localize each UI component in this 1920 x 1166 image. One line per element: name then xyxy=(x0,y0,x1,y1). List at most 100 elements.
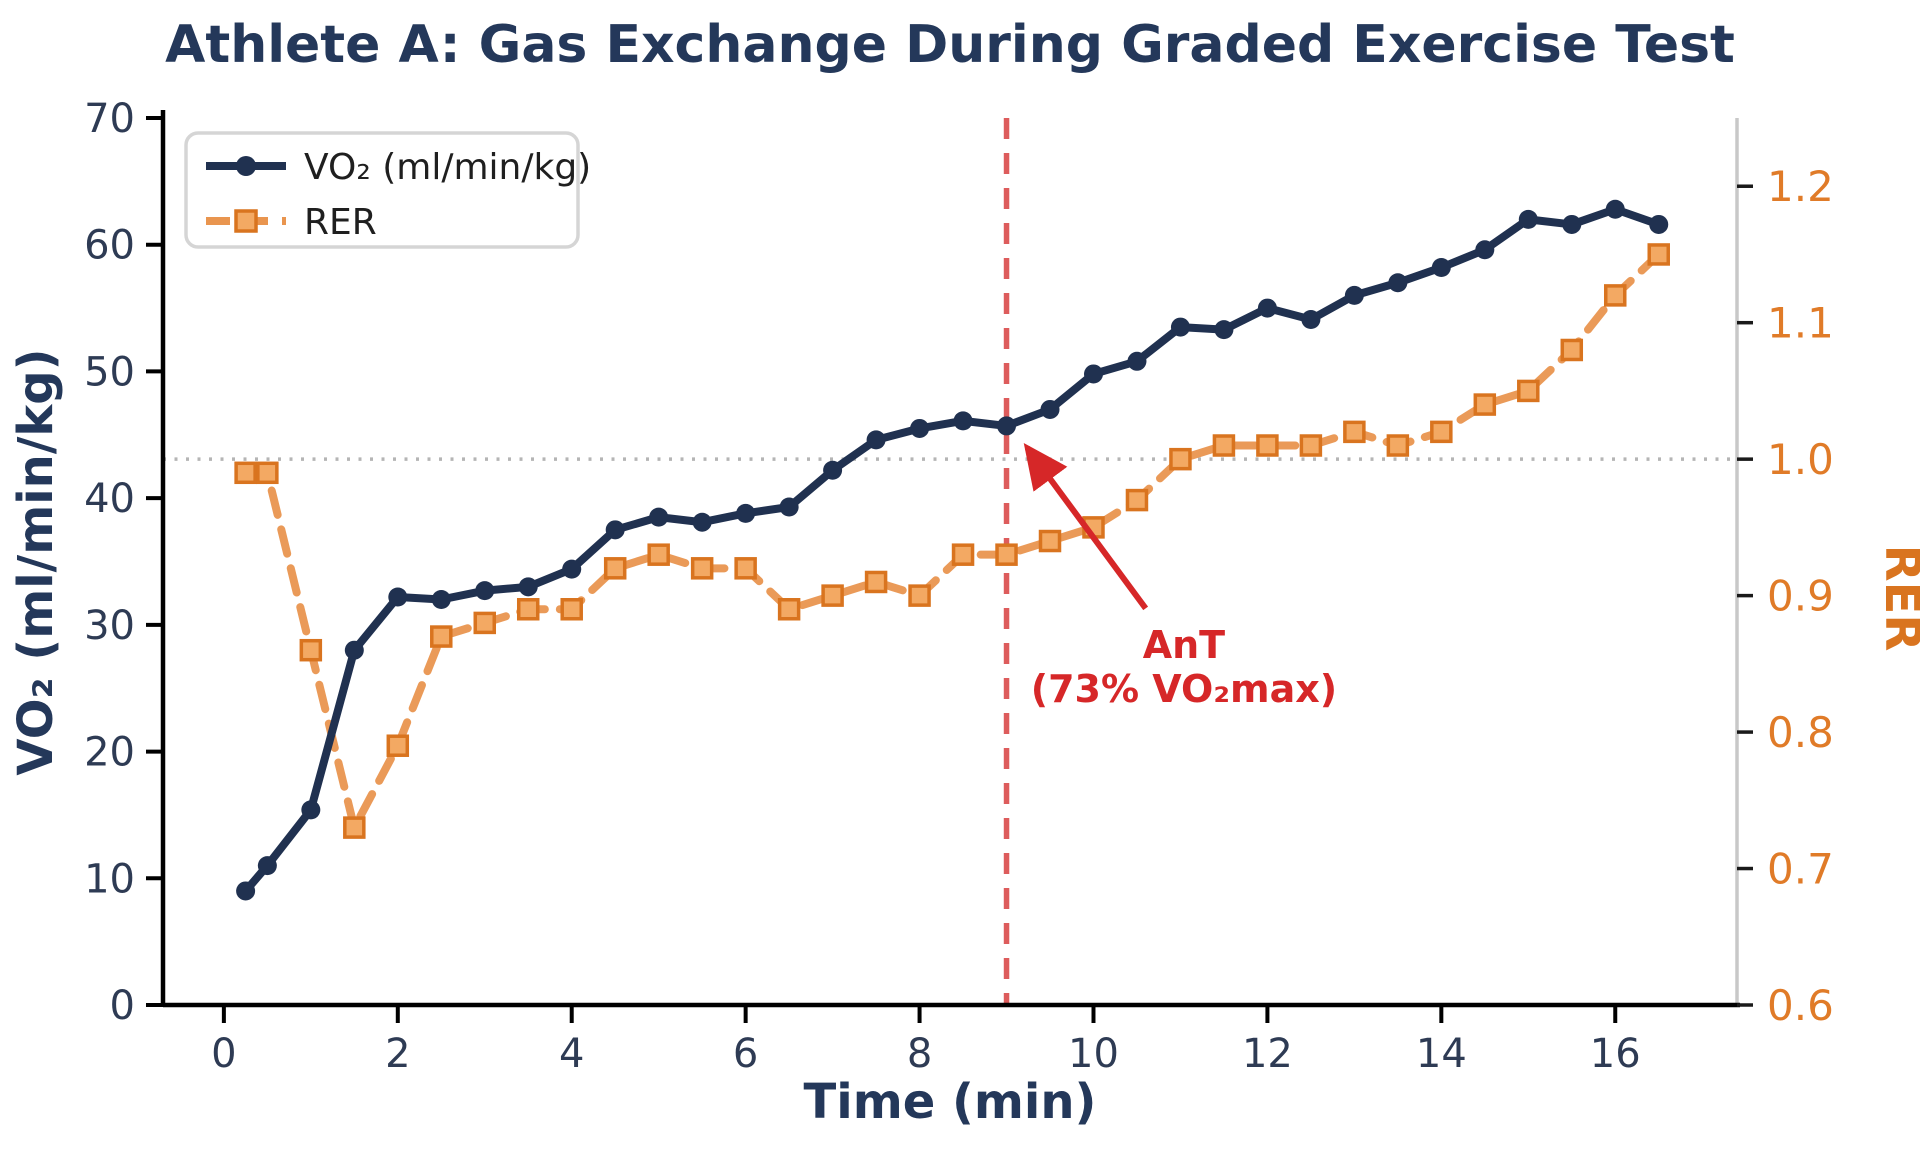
vo2-data-point xyxy=(866,430,886,450)
rer-data-point xyxy=(1343,420,1366,444)
vo2-data-point xyxy=(475,581,495,601)
legend-rer-label: RER xyxy=(304,202,377,243)
ant-annotation-line2: (73% VO₂max) xyxy=(1031,667,1337,711)
legend-vo2-marker-icon xyxy=(236,156,256,176)
y-right-tick-label: 0.6 xyxy=(1767,981,1834,1030)
vo2-data-point xyxy=(1214,320,1234,340)
y-left-tick-label: 30 xyxy=(84,603,135,649)
chart-title: Athlete A: Gas Exchange During Graded Ex… xyxy=(165,15,1735,75)
vo2-data-point xyxy=(1344,285,1364,305)
y-right-tick-label: 0.8 xyxy=(1767,708,1834,757)
legend-rer-marker-icon xyxy=(234,209,258,233)
rer-data-point xyxy=(1212,434,1236,457)
rer-data-point xyxy=(1604,284,1627,307)
x-tick-label: 4 xyxy=(559,1031,584,1077)
rer-data-point xyxy=(1256,434,1279,457)
vo2-data-point xyxy=(388,587,408,607)
y-right-tick-label: 1.0 xyxy=(1767,435,1834,484)
rer-data-point xyxy=(343,816,366,839)
vo2-data-point xyxy=(562,559,582,579)
rer-data-point xyxy=(386,734,410,757)
x-tick-label: 14 xyxy=(1416,1031,1467,1077)
vo2-data-point xyxy=(1301,309,1321,329)
vo2-data-point xyxy=(257,856,277,876)
rer-data-point xyxy=(690,557,714,580)
rer-data-point xyxy=(1125,488,1149,512)
rer-data-point xyxy=(516,598,540,621)
vo2-data-point xyxy=(692,512,712,532)
vo2-data-point xyxy=(779,497,799,517)
legend: VO₂ (ml/min/kg) RER xyxy=(184,131,591,249)
vo2-data-point xyxy=(823,460,843,480)
y-left-tick-label: 10 xyxy=(84,856,135,902)
vo2-data-point xyxy=(1388,273,1408,293)
vo2-data-point xyxy=(649,507,669,527)
y-right-tick-label: 0.7 xyxy=(1767,845,1834,894)
x-tick-label: 6 xyxy=(733,1031,758,1077)
y-axis-label-left: VO₂ (ml/min/kg) xyxy=(8,348,64,775)
vo2-data-point xyxy=(1649,214,1669,234)
y-left-tick-label: 0 xyxy=(110,983,135,1029)
rer-data-point xyxy=(995,543,1018,566)
y-left-tick-label: 40 xyxy=(84,476,135,522)
vo2-data-point xyxy=(518,577,538,597)
rer-data-point xyxy=(234,461,257,485)
x-tick-label: 16 xyxy=(1590,1031,1641,1077)
ant-annotation-arrow xyxy=(1023,443,1149,611)
y-left-tick-label: 20 xyxy=(84,730,135,776)
x-tick-label: 10 xyxy=(1068,1031,1119,1077)
vo2-data-point xyxy=(1605,199,1625,219)
plot-area: 0 10 20 30 40 50 60 70 0 2 4 6 8 10 12 14 16 0.6 0.7 0.8 0.9… xyxy=(84,96,1834,1077)
x-axis-label: Time (min) xyxy=(804,1074,1097,1130)
y-left-tick-label: 50 xyxy=(84,349,135,395)
y-axis-label-right: RER xyxy=(1874,545,1920,652)
x-tick-label: 2 xyxy=(385,1031,410,1077)
rer-data-point xyxy=(821,584,844,607)
rer-data-point xyxy=(1517,379,1540,403)
rer-data-point xyxy=(1560,338,1584,362)
vo2-series-line xyxy=(241,205,1663,895)
rer-data-point xyxy=(1169,447,1192,471)
vo2-data-point xyxy=(1518,209,1538,229)
ant-annotation-line1: AnT xyxy=(1143,623,1225,667)
vo2-data-point xyxy=(605,520,625,540)
rer-data-point xyxy=(603,557,627,580)
x-tick-label: 0 xyxy=(211,1031,236,1077)
rer-data-point xyxy=(256,461,279,485)
vo2-data-point xyxy=(344,640,364,660)
vo2-data-point xyxy=(953,411,973,431)
rer-data-point xyxy=(430,625,453,648)
x-tick-label: 8 xyxy=(907,1031,932,1077)
vo2-data-point xyxy=(301,800,321,820)
vo2-data-point xyxy=(736,503,756,523)
vo2-data-point xyxy=(431,590,451,610)
vo2-data-point xyxy=(236,881,256,901)
x-tick-label: 12 xyxy=(1242,1031,1293,1077)
legend-vo2-label: VO₂ (ml/min/kg) xyxy=(304,147,591,188)
vo2-data-point xyxy=(910,418,930,438)
rer-data-point xyxy=(1038,529,1062,553)
rer-series-line xyxy=(241,250,1663,832)
vo2-data-point xyxy=(1562,214,1582,234)
rer-data-point xyxy=(473,611,497,635)
vo2-data-point xyxy=(1475,240,1495,260)
rer-data-point xyxy=(647,543,670,566)
vo2-data-point xyxy=(1170,317,1190,337)
rer-data-point xyxy=(299,638,323,662)
vo2-data-point xyxy=(1083,364,1103,384)
rer-data-point xyxy=(1386,434,1410,457)
vo2-data-point xyxy=(1431,258,1451,278)
vo2-data-point xyxy=(1127,351,1147,371)
rer-data-point xyxy=(951,543,975,566)
rer-data-point xyxy=(908,584,931,607)
y-right-tick-label: 1.2 xyxy=(1767,162,1834,211)
rer-data-point xyxy=(1473,393,1497,416)
vo2-data-point xyxy=(1040,399,1060,419)
rer-data-point xyxy=(864,570,888,594)
rer-data-point xyxy=(777,598,801,621)
rer-data-point xyxy=(1299,434,1323,457)
y-right-tick-label: 0.9 xyxy=(1767,572,1834,621)
rer-data-point xyxy=(560,598,583,621)
